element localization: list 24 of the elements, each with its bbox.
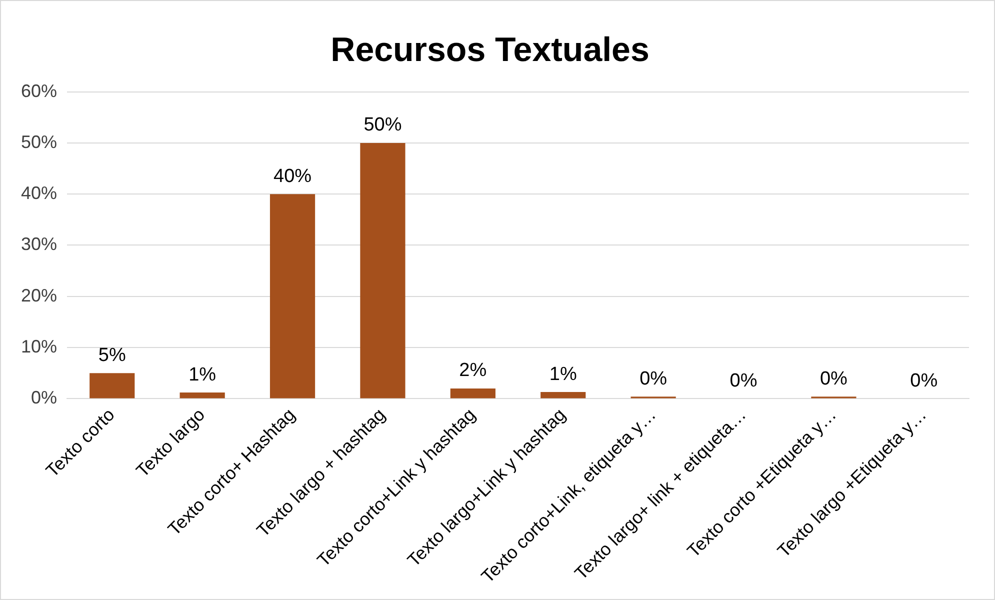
data-label: 0%	[730, 370, 758, 392]
data-label: 40%	[274, 166, 312, 187]
data-label: 0%	[820, 368, 848, 390]
y-tick-label: 10%	[20, 336, 58, 357]
y-tick-label: 20%	[20, 285, 58, 306]
data-label: 1%	[188, 364, 216, 386]
data-label: 0%	[640, 368, 668, 390]
chart-title: Recursos Textuales	[330, 30, 650, 69]
y-tick-label: 0%	[31, 388, 58, 408]
data-label: 5%	[98, 344, 126, 366]
y-tick-label: 50%	[20, 132, 58, 152]
y-tick-label: 40%	[20, 183, 58, 204]
bar	[540, 392, 586, 398]
data-label: 0%	[910, 370, 938, 392]
y-tick-label: 60%	[20, 80, 58, 101]
bar	[360, 142, 406, 398]
y-tick-label: 30%	[20, 234, 58, 254]
data-label: 50%	[364, 114, 402, 136]
bar	[180, 392, 225, 398]
data-label: 2%	[459, 360, 487, 382]
data-label: 1%	[549, 364, 577, 385]
bar	[450, 388, 496, 398]
bar	[90, 373, 135, 398]
bar	[270, 194, 316, 398]
